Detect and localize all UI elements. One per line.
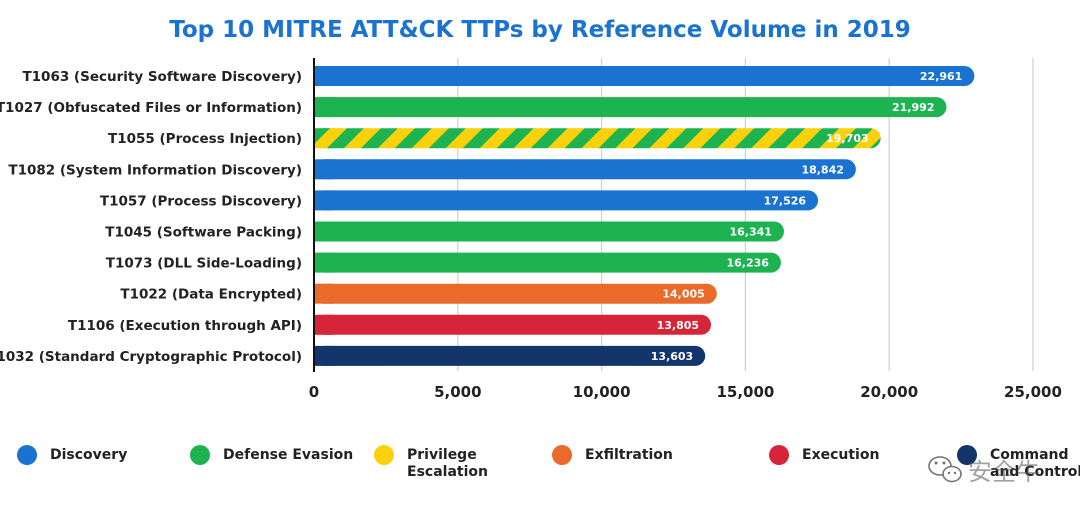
legend-swatch <box>552 445 572 465</box>
bar-left-cap <box>314 159 334 180</box>
category-label: T1045 (Software Packing) <box>105 225 302 241</box>
bar-left-cap <box>314 66 334 86</box>
legend-item: Execution <box>769 445 879 465</box>
value-label: 16,236 <box>726 257 769 270</box>
legend-item: Defense Evasion <box>190 445 353 465</box>
x-tick-label: 25,000 <box>1004 383 1062 401</box>
bar <box>314 283 717 304</box>
x-tick-label: 5,000 <box>434 383 481 401</box>
category-label: T1082 (System Information Discovery) <box>8 162 302 178</box>
legend-swatch <box>374 445 394 465</box>
chart-title: Top 10 MITRE ATT&CK TTPs by Reference Vo… <box>169 17 911 43</box>
category-label: T1027 (Obfuscated Files or Information) <box>0 100 302 116</box>
value-label: 14,005 <box>662 288 704 301</box>
bar <box>314 66 975 86</box>
legend-label: Escalation <box>407 464 488 480</box>
wechat-icon <box>928 456 962 483</box>
legend-label: Privilege <box>407 447 477 463</box>
bar-left-cap <box>314 283 334 304</box>
bar-left-cap <box>314 190 334 211</box>
bar-left-cap <box>314 221 334 242</box>
legend-item: Exfiltration <box>552 445 673 465</box>
category-label: T1022 (Data Encrypted) <box>120 287 302 303</box>
legend-swatch <box>17 445 37 465</box>
bars: 22,961 21,992 19,703 18,842 17,526 16,341 16,2… <box>314 66 975 366</box>
category-label: T1055 (Process Injection) <box>108 131 302 147</box>
bar <box>314 190 819 211</box>
legend-swatch <box>769 445 789 465</box>
legend-label: and Control <box>990 464 1080 480</box>
bar-left-cap <box>314 345 334 366</box>
category-label: T1063 (Security Software Discovery) <box>22 69 302 85</box>
x-tick-label: 10,000 <box>573 383 631 401</box>
legend: Discovery Defense Evasion PrivilegeEscalat… <box>17 445 1080 480</box>
x-tick-label: 15,000 <box>716 383 774 401</box>
category-label: T1057 (Process Discovery) <box>100 193 302 209</box>
bar <box>314 314 712 335</box>
x-tick-label: 20,000 <box>860 383 918 401</box>
bar <box>314 345 706 366</box>
bar <box>314 252 781 273</box>
legend-label: Discovery <box>50 447 127 463</box>
bar <box>314 221 784 242</box>
bar <box>314 97 947 118</box>
category-label: T1106 (Execution through API) <box>68 318 302 334</box>
value-label: 18,842 <box>801 163 843 176</box>
category-labels: T1063 (Security Software Discovery) T1027… <box>0 69 302 365</box>
x-tick-label: 0 <box>309 383 319 401</box>
value-label: 16,341 <box>730 226 772 239</box>
value-label: 13,603 <box>651 350 693 363</box>
bar-left-cap <box>314 97 334 118</box>
category-label: T1032 (Standard Cryptographic Protocol) <box>0 349 302 365</box>
bar <box>314 128 881 149</box>
legend-swatch <box>957 445 977 465</box>
watermark: 安全牛 <box>928 456 1040 486</box>
value-label: 19,703 <box>826 132 868 145</box>
bar <box>314 159 856 180</box>
bar-left-cap <box>314 128 334 149</box>
bar-left-cap <box>314 252 334 273</box>
legend-label: Command <box>990 447 1069 463</box>
category-label: T1073 (DLL Side-Loading) <box>106 256 302 272</box>
legend-label: Exfiltration <box>585 447 673 463</box>
value-label: 13,805 <box>657 319 699 332</box>
value-label: 21,992 <box>892 101 934 114</box>
legend-item: Discovery <box>17 445 127 465</box>
legend-swatch <box>190 445 210 465</box>
bar-left-cap <box>314 314 334 335</box>
legend-label: Execution <box>802 447 879 463</box>
legend-label: Defense Evasion <box>223 447 353 463</box>
value-label: 22,961 <box>920 70 962 83</box>
watermark-text: 安全牛 <box>968 458 1040 486</box>
value-label: 17,526 <box>764 194 807 207</box>
x-axis: 0 5,000 10,000 15,000 20,000 25,000 <box>309 58 1062 401</box>
